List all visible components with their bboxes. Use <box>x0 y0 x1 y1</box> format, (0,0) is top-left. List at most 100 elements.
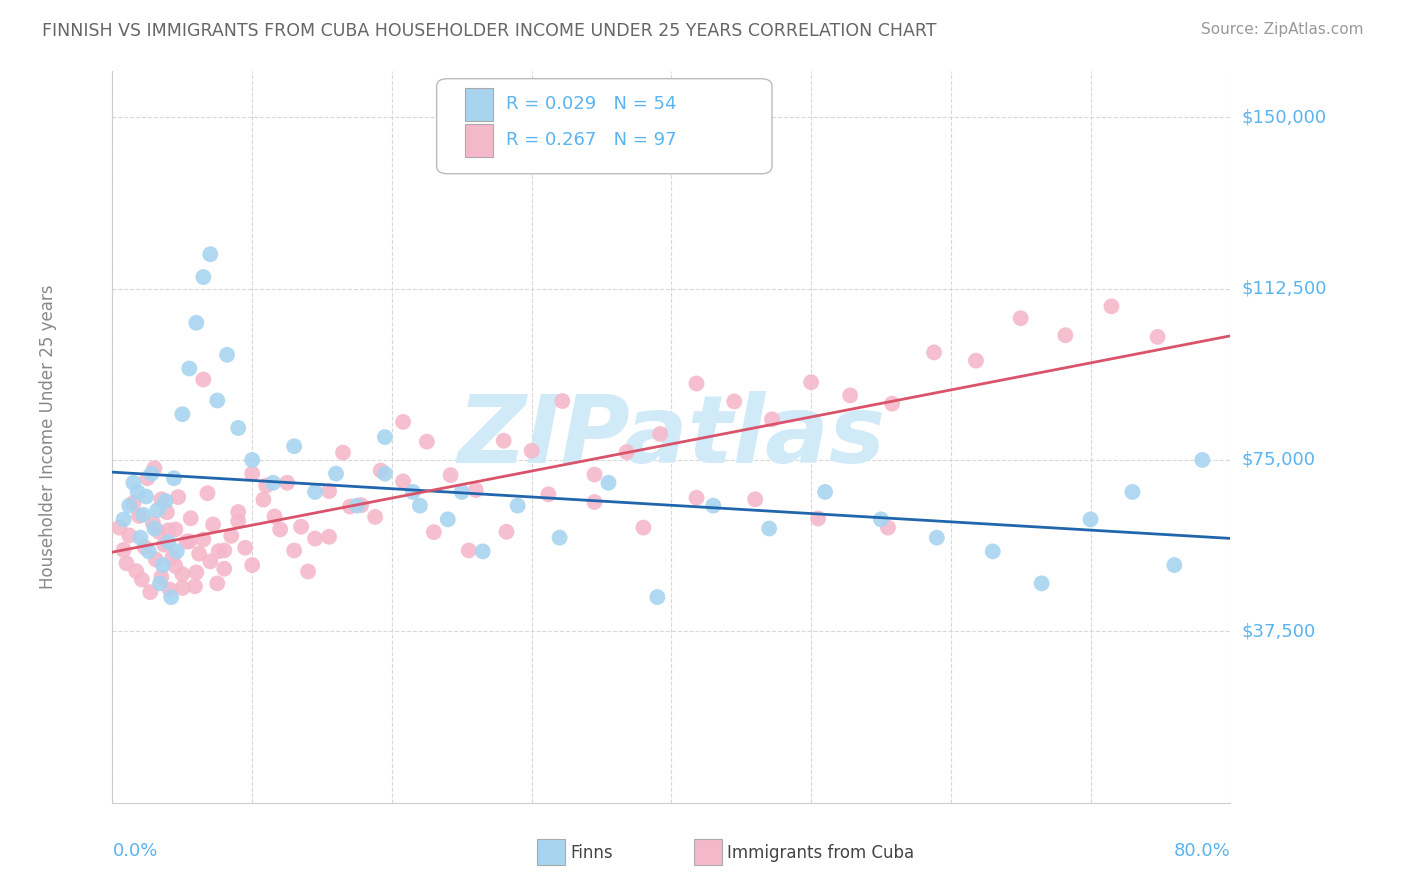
Point <box>548 531 571 545</box>
Point <box>269 523 291 537</box>
Point <box>537 487 560 501</box>
Point <box>165 523 187 537</box>
Text: 80.0%: 80.0% <box>1174 842 1230 860</box>
Point <box>598 475 620 490</box>
Point <box>193 533 215 547</box>
Point <box>115 556 138 570</box>
Point <box>981 544 1004 558</box>
Point <box>166 544 188 558</box>
Point <box>416 434 439 449</box>
Point <box>318 483 340 498</box>
Point <box>1121 484 1143 499</box>
Point <box>122 475 145 490</box>
Point <box>108 520 131 534</box>
Point <box>392 415 415 429</box>
Point <box>374 430 396 444</box>
Point <box>1163 558 1185 573</box>
Text: ZIPatlas: ZIPatlas <box>457 391 886 483</box>
Point <box>200 247 222 261</box>
Point <box>141 467 163 481</box>
Point <box>882 396 904 410</box>
Point <box>157 535 180 549</box>
Point <box>1101 299 1123 313</box>
Point <box>304 484 326 499</box>
Point <box>464 483 486 497</box>
Point <box>457 543 479 558</box>
Text: 0.0%: 0.0% <box>112 842 157 860</box>
Point <box>150 570 173 584</box>
Point <box>131 573 153 587</box>
Point <box>583 467 606 482</box>
Point <box>800 375 823 389</box>
Point <box>128 508 150 523</box>
Point <box>262 475 284 490</box>
Point <box>685 376 707 391</box>
Point <box>583 495 606 509</box>
Point <box>186 316 208 330</box>
Point <box>702 499 724 513</box>
Point <box>263 509 285 524</box>
Point <box>153 538 176 552</box>
Point <box>647 590 669 604</box>
Text: $75,000: $75,000 <box>1241 451 1316 469</box>
Bar <box>693 839 721 865</box>
Text: Source: ZipAtlas.com: Source: ZipAtlas.com <box>1201 22 1364 37</box>
Point <box>138 544 160 558</box>
Point <box>207 393 229 408</box>
Point <box>129 531 152 545</box>
Point <box>142 516 165 531</box>
Point <box>240 453 263 467</box>
Point <box>807 511 830 525</box>
Point <box>215 348 238 362</box>
Point <box>1054 328 1077 343</box>
Point <box>814 484 837 499</box>
Point <box>685 491 707 505</box>
Point <box>1191 453 1213 467</box>
Point <box>145 552 167 566</box>
Point <box>233 541 256 555</box>
Point <box>159 582 181 597</box>
Point <box>162 550 184 565</box>
Point <box>226 421 249 435</box>
Point <box>551 394 574 409</box>
Point <box>276 475 298 490</box>
Point <box>364 510 387 524</box>
Point <box>283 439 305 453</box>
Point <box>409 499 432 513</box>
Point <box>179 534 201 549</box>
Point <box>150 492 173 507</box>
Point <box>127 484 149 499</box>
Text: R = 0.029   N = 54: R = 0.029 N = 54 <box>506 95 676 113</box>
Point <box>870 512 893 526</box>
Point <box>370 464 392 478</box>
Point <box>350 498 373 512</box>
Point <box>160 590 183 604</box>
Point <box>925 531 948 545</box>
Point <box>226 505 249 519</box>
Point <box>283 543 305 558</box>
Point <box>172 581 194 595</box>
Point <box>374 467 396 481</box>
Point <box>492 434 515 448</box>
Point <box>520 443 543 458</box>
Point <box>202 517 225 532</box>
Point <box>132 508 155 522</box>
Point <box>136 471 159 485</box>
Point <box>149 576 172 591</box>
Bar <box>464 87 492 120</box>
Point <box>125 564 148 578</box>
Text: Finns: Finns <box>571 844 613 862</box>
Text: Householder Income Under 25 years: Householder Income Under 25 years <box>38 285 56 590</box>
Text: $150,000: $150,000 <box>1241 108 1326 126</box>
Point <box>346 499 368 513</box>
Point <box>193 372 215 386</box>
Point <box>471 544 494 558</box>
Point <box>184 579 207 593</box>
Point <box>176 534 198 549</box>
Point <box>148 524 170 539</box>
Point <box>197 486 219 500</box>
Point <box>506 499 529 513</box>
Point <box>839 388 862 402</box>
Point <box>402 484 425 499</box>
Point <box>495 524 517 539</box>
